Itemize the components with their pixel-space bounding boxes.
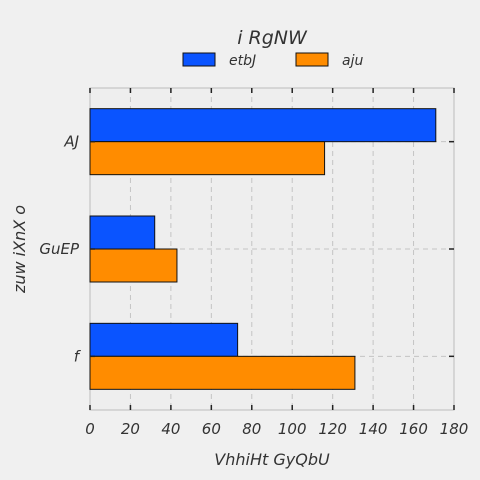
x-tick-label: 60 <box>202 420 221 438</box>
legend-swatch-etbJ <box>182 52 216 67</box>
legend-label-etbJ: etbJ <box>229 53 256 69</box>
axis-ticks <box>89 88 455 410</box>
chart-title: i RgNW <box>237 27 308 49</box>
x-tick-labels: 0 20 40 60 80 100 120 140 160 180 <box>85 420 468 438</box>
legend-swatch-aju <box>295 52 329 67</box>
y-tick-label: AJ <box>63 133 79 151</box>
bar-aju-GuEP <box>89 248 178 283</box>
bar-aju-AJ <box>89 141 326 176</box>
bar-etbJ-f <box>89 322 239 357</box>
x-tick-label: 20 <box>121 420 140 438</box>
x-tick-label: 160 <box>399 420 428 438</box>
x-tick-label: 140 <box>359 420 388 438</box>
x-tick-label: 120 <box>318 420 347 438</box>
x-tick-label: 40 <box>161 420 180 438</box>
x-axis-label: VhhiHt GyQbU <box>214 450 330 469</box>
legend-label-aju: aju <box>342 53 363 69</box>
x-tick-label: 100 <box>278 420 307 438</box>
bar-etbJ-GuEP <box>89 215 156 250</box>
legend: etbJ aju <box>182 52 363 69</box>
y-tick-label: GuEP <box>39 240 80 258</box>
bar-aju-f <box>89 355 356 390</box>
x-tick-label: 0 <box>85 420 95 438</box>
x-tick-label: 80 <box>242 420 261 438</box>
y-tick-label: f <box>74 347 82 365</box>
y-tick-labels: AJ GuEP f <box>39 133 81 366</box>
x-tick-label: 180 <box>440 420 469 438</box>
bar-etbJ-AJ <box>89 108 437 143</box>
bars <box>89 108 437 390</box>
y-axis-label: zuw iXnX o <box>10 205 29 294</box>
